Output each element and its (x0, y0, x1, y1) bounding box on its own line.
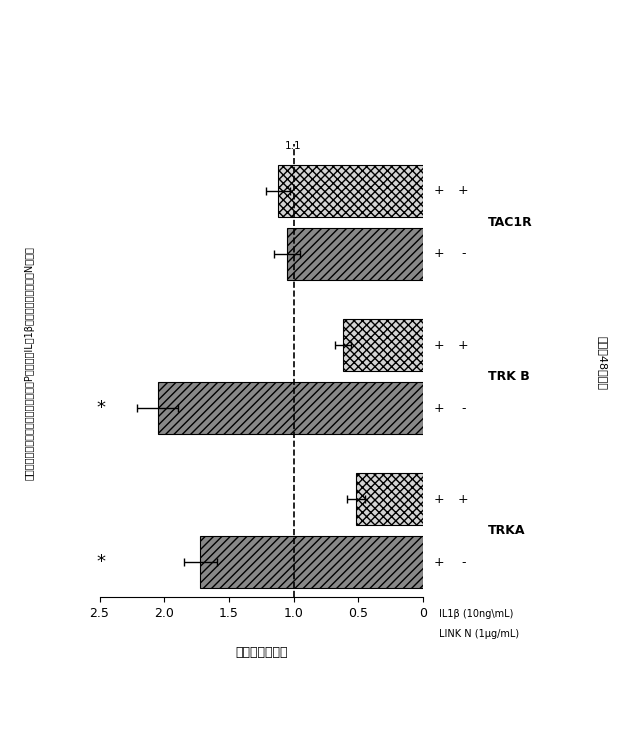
Bar (287, 228, 423, 280)
Text: ニューロトロフィン及びサブスタンスP受容体のIL－1β刺激発現へのリンクNの効果: ニューロトロフィン及びサブスタンスP受容体のIL－1β刺激発現へのリンクNの効果 (25, 246, 35, 480)
Text: +: + (433, 401, 444, 414)
Text: TRK B: TRK B (488, 370, 530, 383)
Text: +: + (433, 339, 444, 352)
Text: +: + (458, 493, 469, 506)
Text: +: + (433, 556, 444, 569)
Bar (200, 536, 423, 588)
Text: -: - (461, 556, 466, 569)
Bar (278, 165, 423, 217)
Text: *: * (97, 399, 106, 417)
Text: 1.1: 1.1 (285, 141, 302, 150)
Bar (343, 319, 423, 371)
Text: 処理（48時間）: 処理（48時間） (597, 336, 607, 390)
Text: -: - (461, 401, 466, 414)
Text: +: + (433, 247, 444, 261)
Text: +: + (433, 184, 444, 197)
Bar (158, 382, 423, 435)
Text: *: * (97, 553, 106, 572)
Text: TRKA: TRKA (488, 524, 526, 538)
Text: -: - (461, 247, 466, 261)
Text: IL1β (10ng\mL): IL1β (10ng\mL) (439, 609, 513, 618)
Text: +: + (458, 339, 469, 352)
Text: TAC1R: TAC1R (488, 216, 533, 229)
Text: LINK N (1μg/mL): LINK N (1μg/mL) (439, 629, 519, 639)
Text: 相対発現量の値: 相対発現量の値 (235, 646, 287, 659)
Text: +: + (458, 184, 469, 197)
Text: +: + (433, 493, 444, 506)
Bar (356, 473, 423, 525)
